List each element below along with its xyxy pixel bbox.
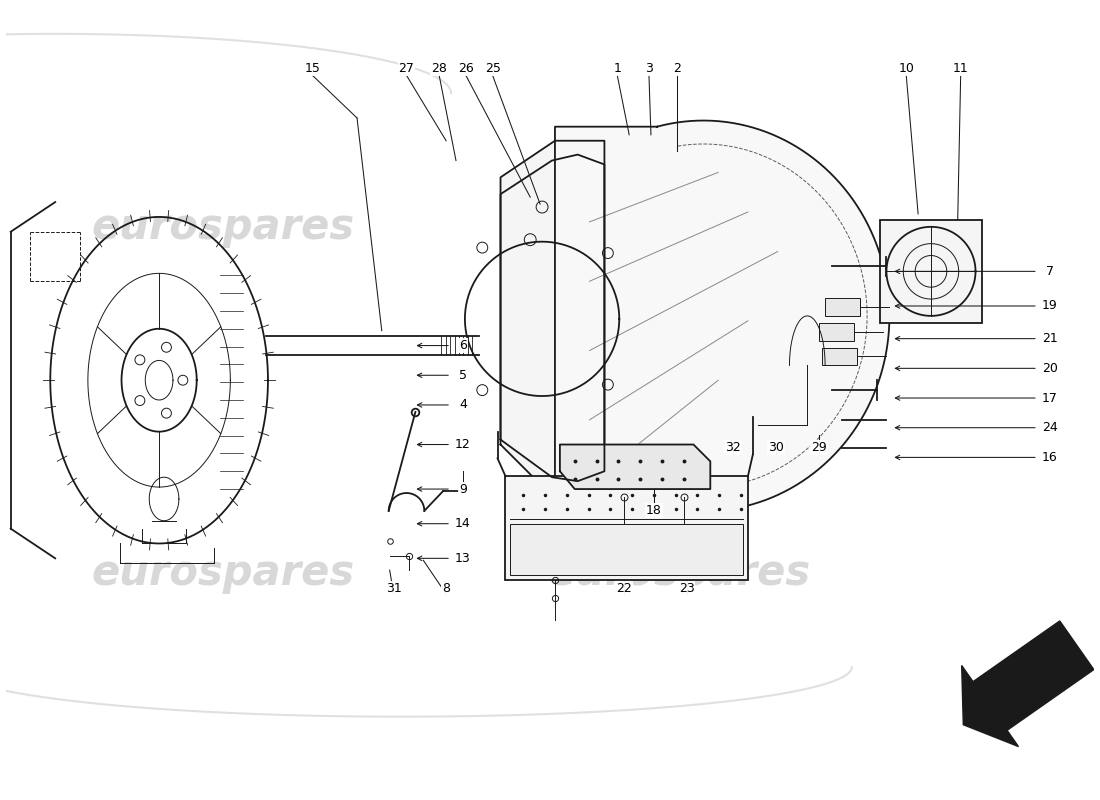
Polygon shape <box>560 445 711 489</box>
Bar <box>510 524 742 575</box>
Text: eurospares: eurospares <box>547 206 811 248</box>
Text: 19: 19 <box>1042 299 1057 313</box>
Text: 1: 1 <box>614 62 622 75</box>
Text: 12: 12 <box>455 438 471 451</box>
Text: 8: 8 <box>442 582 450 594</box>
Text: 32: 32 <box>725 441 741 454</box>
Text: 15: 15 <box>305 62 320 75</box>
Text: 11: 11 <box>953 62 969 75</box>
Text: 28: 28 <box>431 62 447 75</box>
Bar <box>822 347 857 366</box>
Text: 5: 5 <box>459 369 466 382</box>
Text: 18: 18 <box>646 504 662 518</box>
Polygon shape <box>961 621 1093 746</box>
Text: eurospares: eurospares <box>92 206 355 248</box>
Text: 25: 25 <box>485 62 501 75</box>
Bar <box>820 323 854 341</box>
Text: 10: 10 <box>899 62 914 75</box>
Text: 31: 31 <box>386 582 402 594</box>
Text: 6: 6 <box>459 339 466 352</box>
Text: 16: 16 <box>1042 451 1057 464</box>
Text: 14: 14 <box>455 517 471 530</box>
Text: 17: 17 <box>1042 391 1058 405</box>
Bar <box>506 476 748 580</box>
Text: eurospares: eurospares <box>92 552 355 594</box>
Text: 24: 24 <box>1042 422 1057 434</box>
Text: 2: 2 <box>673 62 681 75</box>
Text: 3: 3 <box>645 62 653 75</box>
Text: 20: 20 <box>1042 362 1058 375</box>
Text: 23: 23 <box>679 582 694 594</box>
Text: 26: 26 <box>458 62 474 75</box>
Text: 27: 27 <box>398 62 415 75</box>
Text: 21: 21 <box>1042 332 1057 345</box>
Text: 7: 7 <box>1046 265 1054 278</box>
Text: 13: 13 <box>455 552 471 565</box>
Bar <box>880 220 982 323</box>
Text: 30: 30 <box>768 441 783 454</box>
Text: 22: 22 <box>616 582 632 594</box>
Text: 4: 4 <box>459 398 466 411</box>
Text: eurospares: eurospares <box>547 552 811 594</box>
Bar <box>825 298 860 316</box>
Polygon shape <box>554 121 890 511</box>
Text: 29: 29 <box>812 441 827 454</box>
Polygon shape <box>500 141 604 489</box>
Text: 9: 9 <box>459 482 466 495</box>
